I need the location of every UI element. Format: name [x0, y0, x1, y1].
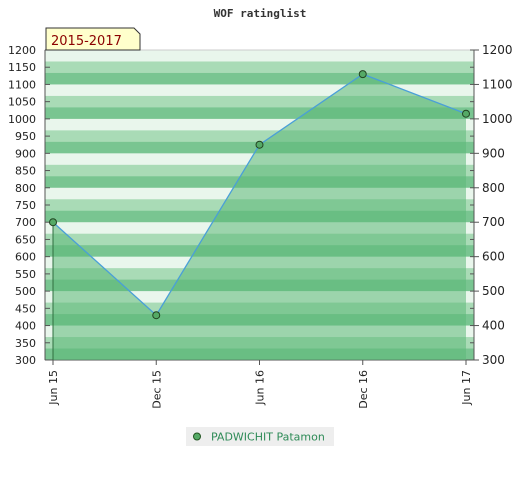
x-axis: Jun 15 Dec 15 Jun 16 Dec 16 Jun 17 — [45, 359, 474, 409]
background-band — [45, 130, 474, 143]
left-tick-label: 600 — [15, 251, 36, 264]
data-point — [152, 311, 161, 320]
right-tick-label: 300 — [482, 353, 505, 367]
left-tick-label: 500 — [15, 285, 36, 298]
right-tick-label: 700 — [482, 215, 505, 229]
right-tick-label: 800 — [482, 181, 505, 195]
x-tick-label: Jun 15 — [47, 370, 60, 406]
background-band — [45, 50, 474, 62]
period-badge: 2015-2017 — [45, 27, 141, 51]
left-tick-label: 650 — [15, 233, 36, 246]
left-tick-label: 1050 — [8, 96, 36, 109]
left-tick-label: 1200 — [8, 44, 36, 57]
right-y-axis: 300 400 500 600 700 800 900 1000 1100 1200 — [470, 43, 513, 367]
right-tick-label: 1200 — [482, 43, 513, 57]
legend-marker — [193, 432, 201, 441]
data-point — [462, 109, 470, 118]
left-tick-label: 950 — [15, 130, 36, 143]
background-band — [45, 72, 474, 85]
left-tick-label: 1000 — [8, 113, 36, 126]
left-tick-label: 550 — [15, 268, 36, 281]
left-tick-label: 450 — [15, 302, 36, 315]
right-tick-label: 400 — [482, 319, 505, 333]
left-tick-label: 700 — [15, 216, 36, 229]
x-tick-label: Jun 17 — [460, 370, 473, 406]
left-tick-label: 800 — [15, 182, 36, 195]
period-badge-box — [45, 27, 141, 51]
right-tick-label: 900 — [482, 146, 505, 160]
background-band — [45, 61, 474, 74]
x-tick-label: Dec 15 — [150, 370, 163, 409]
background-band — [45, 118, 474, 131]
series-layer — [49, 70, 470, 360]
left-tick-label: 750 — [15, 199, 36, 212]
background-band — [45, 107, 474, 120]
left-tick-label: 900 — [15, 147, 36, 160]
legend-background — [186, 427, 334, 446]
left-tick-label: 350 — [15, 337, 36, 350]
x-tick-label: Dec 16 — [357, 370, 370, 409]
x-tick-label: Jun 16 — [254, 370, 267, 406]
right-tick-label: 500 — [482, 284, 505, 298]
series-area — [53, 74, 466, 360]
left-tick-label: 400 — [15, 320, 36, 333]
data-point — [358, 70, 367, 79]
period-label: 2015-2017 — [51, 34, 122, 49]
background-band — [45, 84, 474, 97]
left-y-axis: 300 350 400 450 500 550 600 650 700 750 800 850 900 9… — [8, 44, 50, 367]
data-point — [49, 218, 57, 227]
data-point — [255, 140, 264, 149]
chart-title: WOF ratinglist — [214, 7, 307, 20]
legend-series-name: PADWICHIT Patamon — [211, 431, 325, 444]
right-tick-label: 1000 — [482, 112, 513, 126]
left-tick-label: 300 — [15, 354, 36, 367]
background-band — [45, 95, 474, 108]
right-tick-label: 600 — [482, 250, 505, 264]
right-tick-label: 1100 — [482, 77, 513, 91]
left-tick-label: 1100 — [8, 78, 36, 91]
legend[interactable]: PADWICHIT Patamon — [186, 427, 334, 446]
left-tick-label: 1150 — [8, 61, 36, 74]
left-tick-label: 850 — [15, 165, 36, 178]
